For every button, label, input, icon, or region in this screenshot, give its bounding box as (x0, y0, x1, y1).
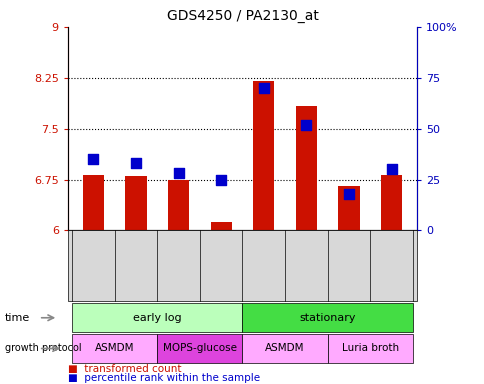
Point (90, 156, 97, 162)
Text: ASMDM: ASMDM (95, 343, 134, 354)
Point (259, 85, 267, 91)
Point (217, 177, 225, 183)
Bar (210, 222, 231, 230)
Bar (338, 186, 359, 230)
Bar (253, 81, 274, 230)
Point (345, 191, 352, 197)
Text: ■  percentile rank within the sample: ■ percentile rank within the sample (68, 373, 259, 383)
Point (174, 170, 182, 177)
Text: Luria broth: Luria broth (341, 343, 398, 354)
Text: time: time (5, 313, 30, 323)
Text: ASMDM: ASMDM (265, 343, 304, 354)
Text: early log: early log (133, 313, 182, 323)
Bar (167, 180, 189, 230)
Title: GDS4250 / PA2130_at: GDS4250 / PA2130_at (166, 9, 318, 23)
Text: growth protocol: growth protocol (5, 343, 81, 354)
Point (132, 160, 139, 166)
Text: ■  transformed count: ■ transformed count (68, 364, 181, 374)
Bar (125, 176, 146, 230)
Text: stationary: stationary (299, 313, 355, 323)
Point (387, 166, 394, 172)
Point (302, 121, 310, 127)
Bar (83, 175, 104, 230)
Text: MOPS-glucose: MOPS-glucose (163, 343, 236, 354)
Bar (380, 175, 401, 230)
Bar (295, 106, 317, 230)
